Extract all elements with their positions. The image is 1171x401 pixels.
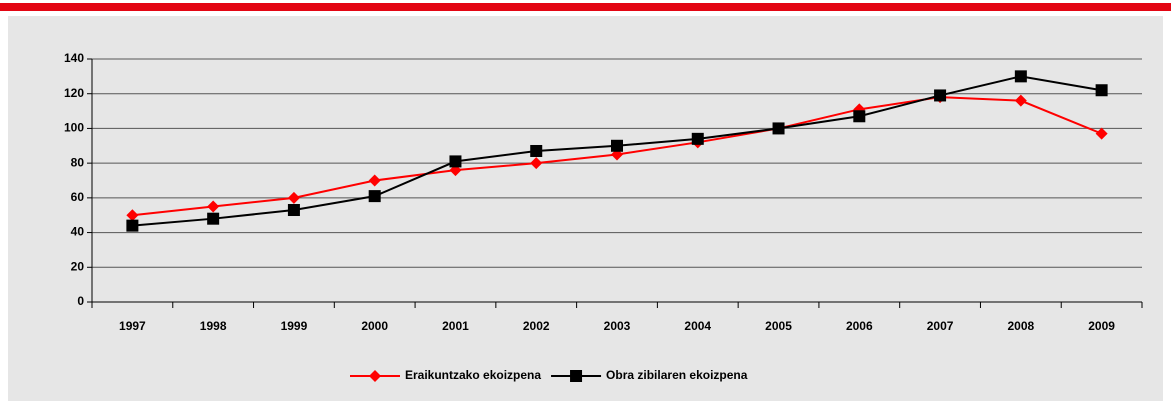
y-tick-label: 80 (71, 155, 85, 169)
legend-marker (570, 370, 583, 382)
marker (287, 191, 300, 204)
x-tick-label: 2009 (1088, 319, 1115, 333)
marker (853, 110, 866, 123)
x-tick-label: 2002 (523, 319, 550, 333)
marker (1014, 70, 1027, 83)
marker (934, 89, 947, 102)
marker (611, 139, 623, 152)
x-tick-label: 1998 (200, 319, 227, 333)
x-tick-label: 2003 (604, 319, 631, 333)
marker (530, 157, 543, 170)
marker (207, 200, 220, 213)
marker (1014, 94, 1027, 107)
y-tick-label: 40 (71, 225, 85, 239)
marker (126, 209, 139, 222)
header-bar (0, 3, 1171, 11)
legend-label: Obra zibilaren ekoizpena (606, 368, 748, 382)
y-tick-label: 20 (71, 259, 85, 273)
y-tick-label: 120 (64, 86, 84, 100)
legend-label: Eraikuntzako ekoizpena (405, 368, 541, 382)
x-tick-label: 1999 (281, 319, 308, 333)
y-tick-label: 100 (64, 121, 84, 135)
marker (1095, 127, 1108, 140)
marker (691, 132, 704, 145)
x-tick-label: 2008 (1007, 319, 1034, 333)
marker (368, 174, 381, 187)
legend-marker (369, 370, 381, 382)
marker (287, 204, 300, 217)
marker (1095, 84, 1108, 97)
chart-background (8, 16, 1163, 401)
x-tick-label: 2000 (361, 319, 388, 333)
x-tick-label: 2004 (684, 319, 711, 333)
x-tick-label: 2001 (442, 319, 469, 333)
x-tick-label: 2005 (765, 319, 792, 333)
marker (368, 190, 381, 203)
y-tick-label: 60 (71, 190, 85, 204)
marker (530, 144, 543, 157)
y-tick-label: 0 (77, 294, 84, 308)
x-tick-label: 2006 (846, 319, 873, 333)
marker (207, 212, 220, 225)
y-tick-label: 140 (64, 51, 84, 65)
marker (449, 155, 462, 168)
x-tick-label: 2007 (927, 319, 954, 333)
marker (126, 219, 139, 232)
x-tick-label: 1997 (119, 319, 146, 333)
marker (772, 122, 785, 135)
